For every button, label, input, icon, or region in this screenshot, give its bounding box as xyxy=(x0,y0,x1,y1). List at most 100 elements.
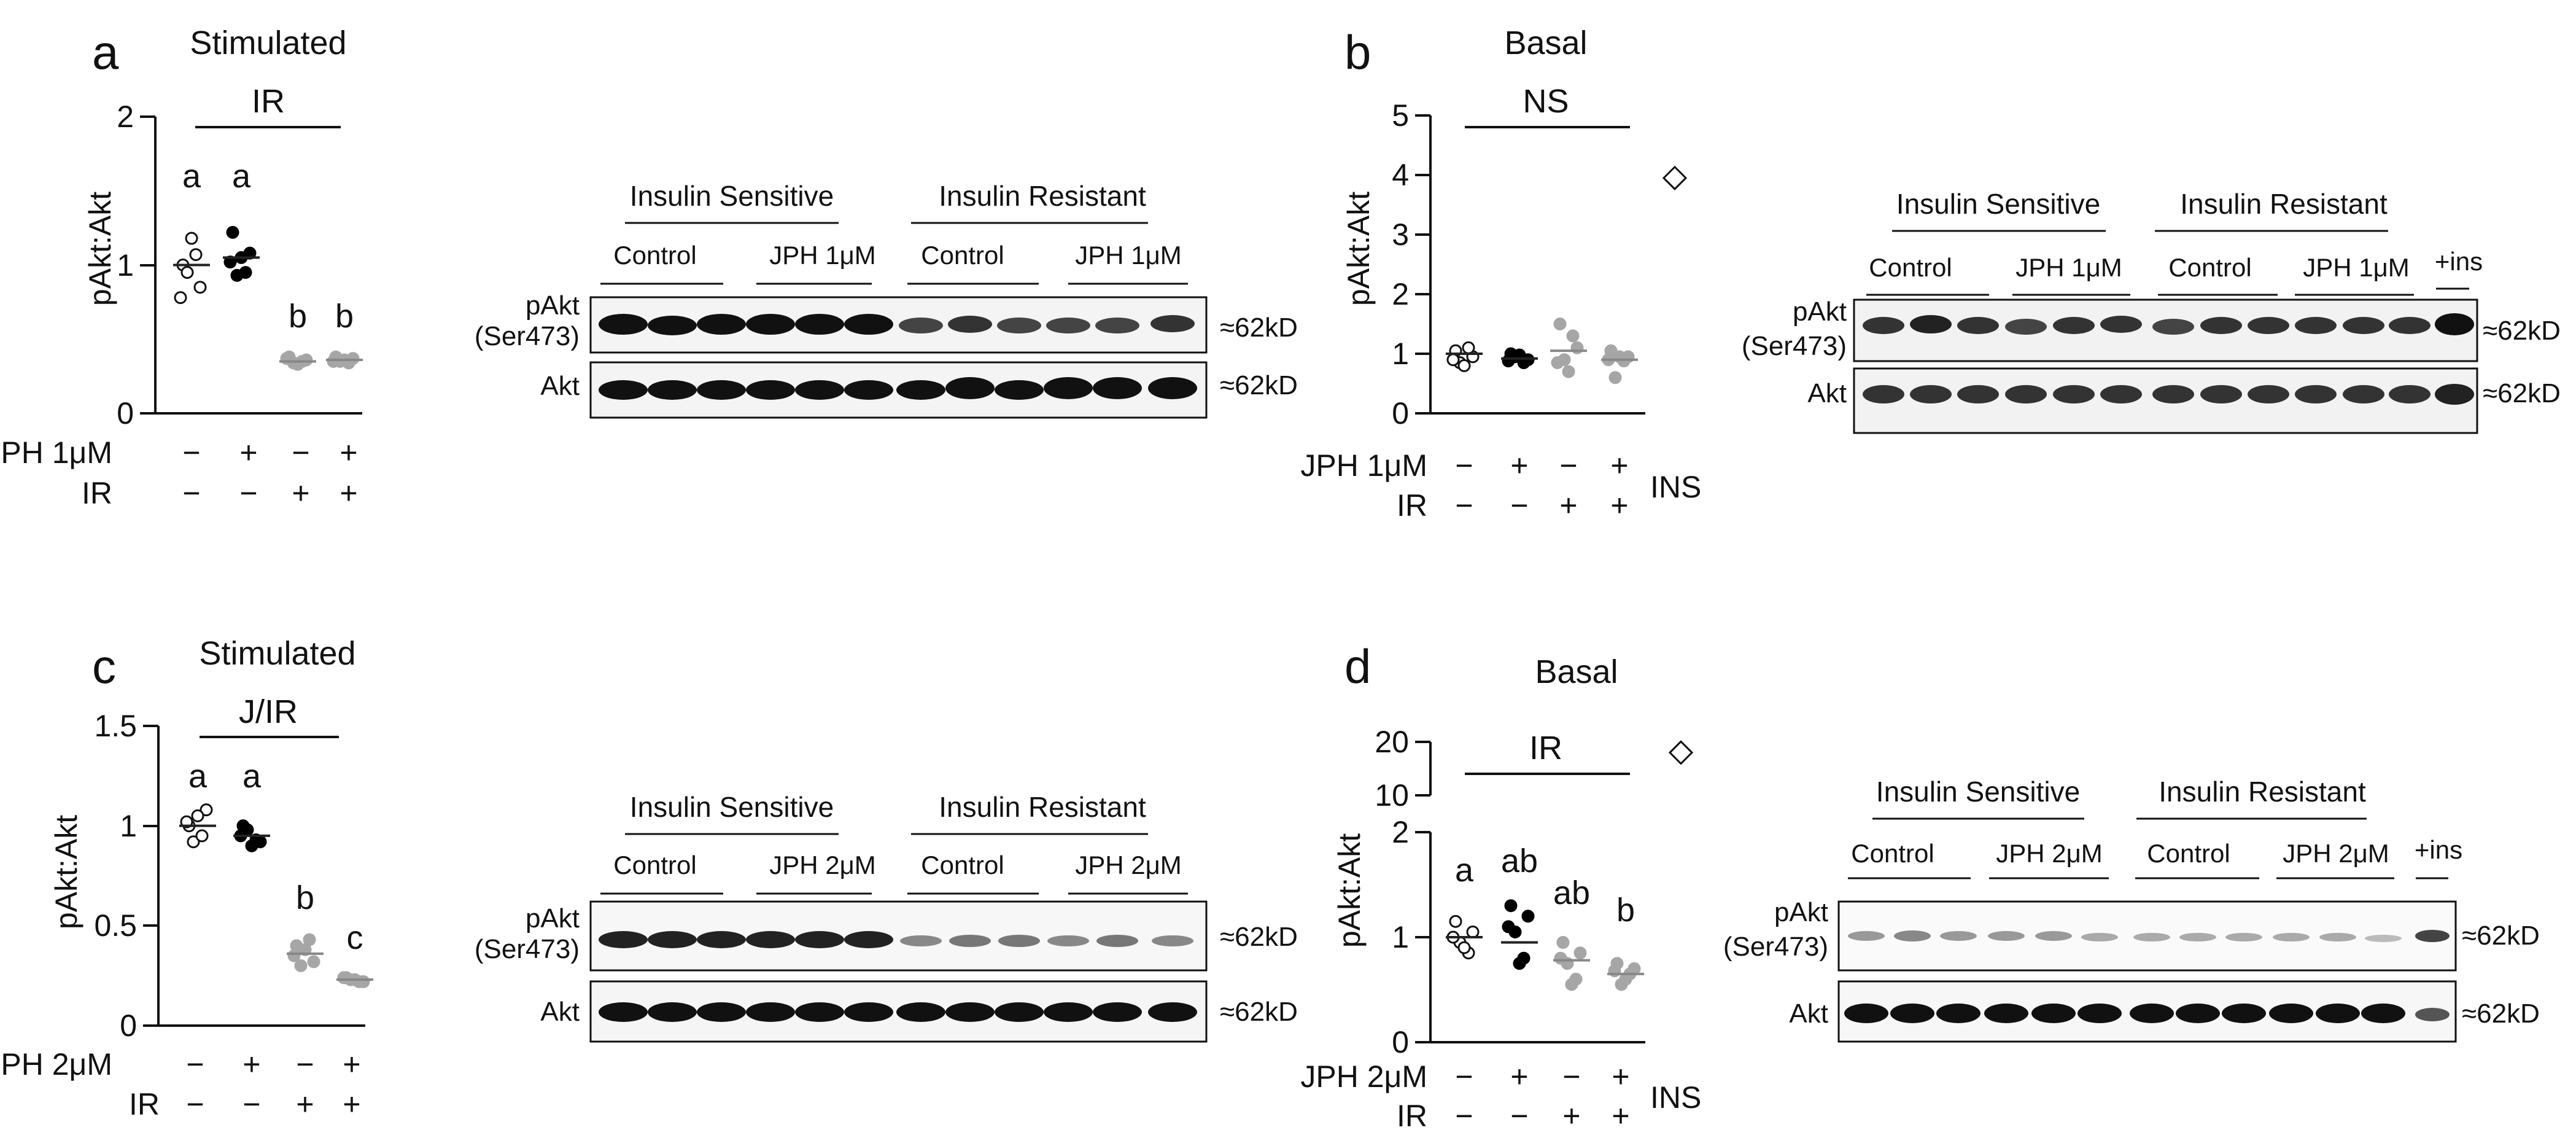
panel-a: a Stimulated IR pAkt:Akt 0 1 2 a a b b J… xyxy=(0,25,363,510)
blot-pakt-label: pAkt xyxy=(1774,897,1828,927)
blot-band xyxy=(1984,1004,2028,1023)
jph-sign: − xyxy=(1455,448,1473,483)
blot-size-marker: ≈62kD xyxy=(1220,313,1298,343)
blot-pakt-label-site: (Ser473) xyxy=(1742,331,1847,361)
panel-b-ylabel: pAkt:Akt xyxy=(1341,192,1376,306)
y-tick-label: 3 xyxy=(1392,217,1409,252)
panel-b-letter: b xyxy=(1344,25,1371,79)
panel-d-title: Basal xyxy=(1535,653,1618,690)
ins-label: INS xyxy=(1650,470,1701,504)
blot-band xyxy=(2248,385,2289,403)
blot-band xyxy=(697,1002,746,1022)
blot-size-marker: ≈62kD xyxy=(2462,921,2540,951)
blot-band xyxy=(945,377,995,399)
panel-d-yticks: 0 1 2 10 20 xyxy=(1375,725,1430,1059)
blot-band xyxy=(1910,315,1952,333)
blot-band xyxy=(1148,1002,1197,1022)
panel-c-condition-rows: JPH 2μM − + − + IR − − + + xyxy=(0,1047,361,1121)
blot-band xyxy=(648,380,697,400)
data-point xyxy=(191,809,204,822)
blot-akt-label: Akt xyxy=(540,371,580,401)
blot-band xyxy=(2415,930,2450,942)
blot-band xyxy=(1093,1002,1142,1022)
data-point xyxy=(1619,972,1632,986)
blot-band xyxy=(1940,931,1977,941)
jph-sign: − xyxy=(1559,448,1577,483)
blot-band xyxy=(1844,1004,1888,1023)
ir-row-label: IR xyxy=(1397,488,1427,523)
data-point xyxy=(1504,899,1518,913)
data-point xyxy=(294,959,308,972)
blot-band xyxy=(2225,933,2262,941)
blot-lane-label-ins: +ins xyxy=(2415,835,2462,864)
ir-sign: − xyxy=(239,476,257,510)
data-point xyxy=(1566,329,1580,343)
blot-bands xyxy=(599,314,1197,400)
blot-c: Insulin Sensitive Insulin Resistant Cont… xyxy=(475,791,1298,1043)
data-point xyxy=(1457,359,1471,372)
ins-data-point xyxy=(1668,740,1694,765)
group-letter: b xyxy=(289,298,307,335)
data-point xyxy=(1502,920,1515,934)
jph-sign: − xyxy=(292,435,309,470)
blot-band xyxy=(844,1002,893,1022)
data-point xyxy=(1449,914,1462,928)
blot-band xyxy=(2081,933,2118,941)
blot-band xyxy=(795,1002,844,1022)
panel-d: d Basal IR pAkt:Akt 0 1 2 10 20 a ab ab … xyxy=(1300,639,1701,1133)
group-letter: b xyxy=(1616,892,1635,929)
jph-sign: − xyxy=(186,1047,204,1082)
blot-band xyxy=(599,314,648,335)
blot-band xyxy=(2415,1008,2450,1021)
blot-band xyxy=(2130,1004,2174,1023)
panel-a-data-points xyxy=(173,225,363,371)
blot-band xyxy=(1848,931,1885,941)
blot-band xyxy=(2176,1004,2220,1023)
blot-d: Insulin Sensitive Insulin Resistant Cont… xyxy=(1723,776,2540,1043)
ir-row-label: IR xyxy=(1397,1099,1427,1133)
jph-sign: + xyxy=(339,435,357,470)
blot-band xyxy=(1044,1002,1093,1022)
panel-b-yticks: 0 1 2 3 4 5 xyxy=(1392,98,1430,431)
blot-group-label-sensitive: Insulin Sensitive xyxy=(1876,776,2080,808)
blot-band xyxy=(949,935,991,947)
data-point xyxy=(195,829,209,843)
blot-lane-label: JPH 2μM xyxy=(769,851,876,879)
blot-lane-label: Control xyxy=(613,241,696,270)
blot-lane-label: JPH 1μM xyxy=(769,241,876,270)
blot-band xyxy=(998,935,1040,947)
blot-band xyxy=(599,1002,648,1022)
y-tick-label: 0.5 xyxy=(94,908,137,943)
panel-a-condition-rows: JPH 1μM − + − + IR − − + + xyxy=(0,435,358,510)
blot-size-marker: ≈62kD xyxy=(1220,922,1298,952)
blot-band xyxy=(995,380,1044,400)
data-point xyxy=(1513,957,1526,970)
y-tick-label: 0 xyxy=(1392,1025,1409,1059)
blot-band xyxy=(2031,1004,2076,1023)
blot-band xyxy=(746,1002,795,1022)
data-point xyxy=(1573,946,1587,960)
blot-band xyxy=(2152,385,2194,403)
data-point xyxy=(1446,353,1460,367)
blot-band xyxy=(697,380,746,400)
blot-lane-label: Control xyxy=(1869,253,1952,282)
data-point xyxy=(1556,936,1570,949)
jph-sign: − xyxy=(1455,1059,1473,1094)
panel-a-yticks: 0 1 2 xyxy=(117,99,155,431)
blot-band xyxy=(697,931,746,948)
blot-lane-label: JPH 1μM xyxy=(2303,253,2410,282)
panel-b-sig-label: NS xyxy=(1523,83,1569,120)
ir-sign: + xyxy=(296,1087,314,1121)
ir-sign: − xyxy=(182,476,200,510)
jph-sign: + xyxy=(242,1047,260,1082)
jph-row-label: JPH 1μM xyxy=(1300,448,1427,483)
blot-band xyxy=(2389,317,2431,334)
y-tick-label: 1 xyxy=(1392,337,1409,371)
panel-a-sig-label: IR xyxy=(252,83,285,120)
blot-band xyxy=(1093,377,1142,399)
group-letter: a xyxy=(182,158,201,195)
data-point xyxy=(1562,365,1575,378)
jph-sign: + xyxy=(1612,1059,1629,1094)
y-tick-label: 0 xyxy=(120,1008,137,1043)
panel-a-group-letters: a a b b xyxy=(182,158,354,335)
